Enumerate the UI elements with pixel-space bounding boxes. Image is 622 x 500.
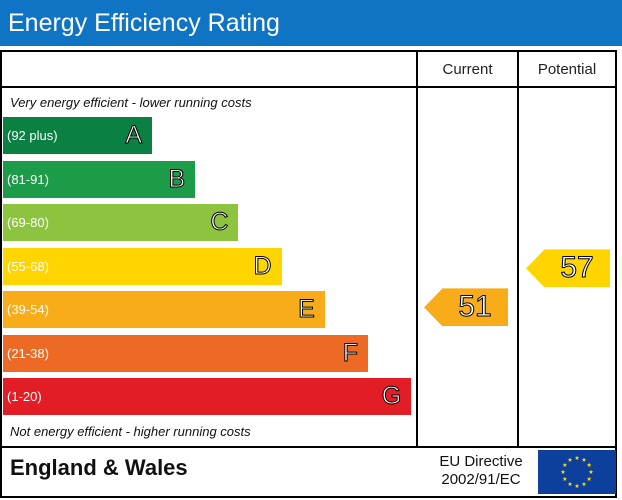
current-rating-arrow: 51	[424, 288, 508, 327]
rating-band-a: (92 plus) A	[3, 117, 152, 154]
eu-directive-line1: EU Directive	[439, 453, 523, 470]
eu-directive-line2: 2002/91/EC	[441, 471, 521, 488]
band-range-label: (1-20)	[7, 389, 42, 404]
band-letter: C	[210, 208, 229, 237]
eu-directive: EU Directive 2002/91/EC	[425, 453, 537, 489]
footer-divider	[0, 446, 617, 448]
band-range-label: (39-54)	[7, 302, 49, 317]
band-letter: G	[381, 382, 402, 411]
column-header-current: Current	[442, 61, 493, 78]
rating-band-e: (39-54) E	[3, 291, 325, 328]
eu-star	[581, 457, 587, 462]
eu-star	[588, 469, 594, 474]
eu-flag-icon	[538, 450, 616, 494]
band-letter: F	[342, 338, 358, 367]
divider-potential	[517, 50, 519, 448]
band-range-label: (81-91)	[7, 171, 49, 187]
rating-band-c: (69-80) C	[3, 204, 239, 241]
caption-efficient: Very energy efficient - lower running co…	[10, 95, 252, 110]
rating-band-d: (55-68) D	[3, 247, 282, 285]
header-row-divider	[0, 86, 617, 88]
band-range-label: (92 plus)	[7, 128, 58, 143]
band-range-label: (55-68)	[7, 258, 49, 274]
band-letter: D	[253, 251, 272, 280]
column-header-potential: Potential	[537, 61, 597, 78]
divider-current	[416, 50, 418, 448]
eu-star	[567, 481, 573, 487]
band-range-label: (21-38)	[7, 345, 49, 361]
rating-band-b: (81-91) B	[3, 160, 196, 198]
band-letter: E	[298, 295, 316, 324]
eu-star	[586, 476, 592, 481]
rating-band-f: (21-38) F	[3, 334, 368, 372]
chart-frame	[0, 50, 617, 498]
eu-star	[562, 462, 568, 467]
rating-band-g: (1-20) G	[3, 378, 412, 415]
eu-star	[574, 455, 580, 460]
current-rating-value: 51	[458, 290, 492, 324]
eu-star	[574, 483, 580, 488]
eu-star	[567, 457, 573, 462]
potential-rating-arrow: 57	[526, 249, 610, 288]
region-label: England & Wales	[10, 455, 188, 480]
eu-star	[562, 476, 568, 481]
band-range-label: (69-80)	[7, 215, 49, 230]
caption-inefficient: Not energy efficient - higher running co…	[10, 424, 251, 439]
chart-title: Energy Efficiency Rating	[0, 0, 622, 46]
band-letter: B	[168, 164, 186, 193]
eu-star	[586, 462, 592, 467]
eu-star	[581, 481, 587, 487]
potential-rating-value: 57	[560, 251, 594, 285]
band-letter: A	[125, 121, 143, 150]
eu-star	[560, 469, 566, 474]
